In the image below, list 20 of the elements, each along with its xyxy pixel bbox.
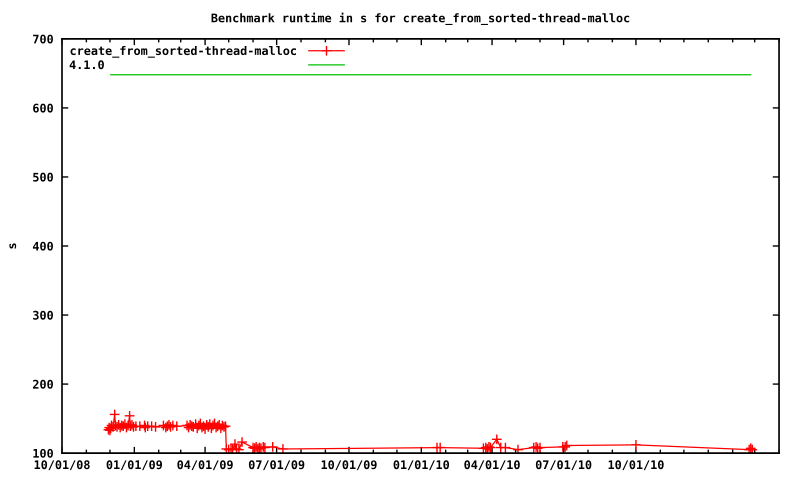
y-tick-label: 100 <box>33 448 53 458</box>
y-tick-label: 200 <box>33 380 53 389</box>
x-tick-label: 04/01/09 <box>177 460 233 470</box>
x-tick-label: 04/01/10 <box>464 460 520 470</box>
y-axis-title: s <box>9 243 16 249</box>
x-tick-label: 01/01/10 <box>394 460 450 470</box>
y-tick-label: 300 <box>33 310 53 320</box>
chart-title: Benchmark runtime in s for create_from_sorted-thread-malloc <box>212 12 630 25</box>
x-tick-label: 07/01/09 <box>248 460 304 470</box>
x-tick-label: 10/01/08 <box>34 460 90 470</box>
x-tick-label: 07/01/10 <box>536 460 592 470</box>
series-label: 4.1.0 <box>70 60 104 70</box>
x-tick-label: 10/01/09 <box>322 460 377 470</box>
x-tick-label: 01/01/09 <box>106 460 162 470</box>
y-tick-label: 600 <box>33 104 53 113</box>
x-tick-label: 10/01/10 <box>608 460 664 470</box>
y-tick-label: 500 <box>33 172 53 182</box>
y-tick-label: 400 <box>32 242 53 251</box>
legend-label: create_from_sorted-thread-malloc <box>70 46 296 58</box>
y-tick-label: 700 <box>33 34 53 44</box>
